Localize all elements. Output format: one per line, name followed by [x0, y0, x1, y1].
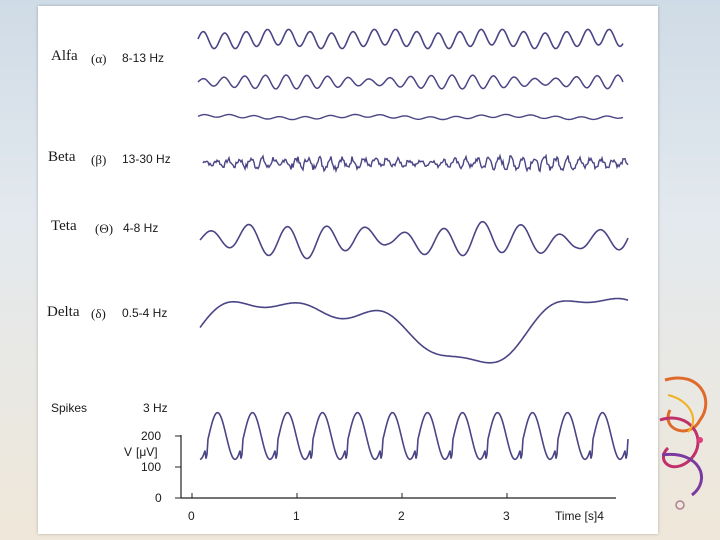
- band-freq-spikes: 3 Hz: [143, 401, 168, 415]
- y-axis-label-unit: [μV]: [136, 445, 158, 459]
- band-symbol-beta: (β): [91, 152, 107, 167]
- band-freq-alfa: 8-13 Hz: [122, 51, 165, 65]
- y-tick-label-200: 200: [141, 429, 161, 443]
- delta-wave-trace: [199, 297, 629, 364]
- eeg-waves-figure: 200 100 0 V [μV] 0 1 2 3 Time [s]4 Alfa …: [38, 6, 658, 534]
- x-tick-label-0: 0: [188, 509, 195, 523]
- alfa-wave-trace-1: [197, 28, 624, 50]
- band-symbol-alfa: (α): [91, 51, 107, 66]
- band-symbol-teta: (Θ): [95, 221, 114, 236]
- y-tick-label-0: 0: [155, 491, 162, 505]
- band-symbol-delta: (δ): [91, 306, 106, 321]
- teta-wave-trace: [199, 220, 629, 260]
- band-label-delta: Delta: [47, 304, 80, 320]
- y-axis-label-prefix: V: [124, 445, 132, 459]
- band-label-beta: Beta: [48, 149, 76, 165]
- band-freq-beta: 13-30 Hz: [122, 152, 171, 166]
- x-axis-label: Time [s]4: [555, 509, 604, 523]
- x-tick-label-3: 3: [503, 509, 510, 523]
- alfa-wave-trace-3: [197, 113, 624, 121]
- band-label-spikes: Spikes: [51, 401, 88, 415]
- eeg-waveforms: 200 100 0 V [μV] 0 1 2 3 Time [s]4: [124, 28, 629, 523]
- beta-wave-trace: [202, 153, 629, 174]
- swirl-decoration-icon: [659, 376, 708, 510]
- band-label-alfa: Alfa: [51, 48, 78, 64]
- spikes-wave-trace: [199, 411, 629, 461]
- band-freq-delta: 0.5-4 Hz: [122, 306, 168, 320]
- y-tick-label-100: 100: [141, 460, 161, 474]
- band-freq-teta: 4-8 Hz: [123, 221, 159, 235]
- band-label-teta: Teta: [51, 218, 77, 234]
- x-tick-label-2: 2: [398, 509, 405, 523]
- alfa-wave-trace-2: [197, 74, 624, 90]
- x-tick-label-1: 1: [293, 509, 300, 523]
